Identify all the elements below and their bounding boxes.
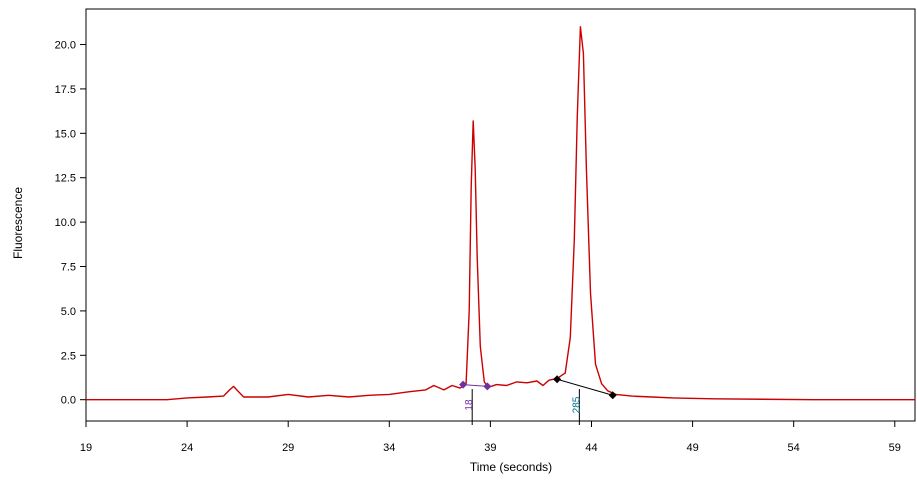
y-axis-ticks: 0.0 2.5 5.0 7.5 10.0 12.5 15.0 17.5 20.0 [55, 40, 86, 407]
series-line [86, 26, 915, 401]
y-tick-label: 10.0 [55, 217, 76, 229]
x-tick-label: 54 [788, 442, 800, 454]
plot-frame [85, 8, 916, 422]
y-tick-label: 2.5 [61, 350, 76, 362]
peak-marker-layer: 18 285 [459, 375, 617, 425]
peak-boundary-marker [459, 380, 468, 389]
peak-boundary-marker [553, 375, 562, 384]
peak-size-label: 285 [571, 396, 582, 413]
y-tick-label: 7.5 [61, 262, 76, 274]
peak-baseline [463, 384, 488, 387]
peak-size-label: 18 [464, 399, 475, 411]
y-tick-label: 20.0 [55, 40, 76, 52]
x-axis-label: Time (seconds) [470, 460, 552, 474]
x-tick-label: 49 [686, 442, 698, 454]
peak-boundary-marker [608, 391, 617, 400]
x-tick-label: 29 [282, 442, 294, 454]
x-tick-label: 39 [484, 442, 496, 454]
peak-baseline [556, 378, 613, 396]
y-tick-label: 5.0 [61, 306, 76, 318]
x-tick-label: 34 [383, 442, 395, 454]
y-tick-label: 0.0 [61, 395, 76, 407]
x-tick-label: 59 [889, 442, 901, 454]
y-tick-label: 12.5 [55, 173, 76, 185]
series-layer [86, 26, 915, 401]
x-tick-label: 19 [80, 442, 92, 454]
y-axis-label: Fluorescence [11, 187, 25, 259]
y-tick-label: 15.0 [55, 128, 76, 140]
peak-boundary-marker [483, 382, 492, 391]
x-axis-ticks: 19 24 29 34 39 44 49 54 59 [80, 421, 901, 454]
x-tick-label: 24 [181, 442, 193, 454]
y-tick-label: 17.5 [55, 84, 76, 96]
x-tick-label: 44 [585, 442, 597, 454]
